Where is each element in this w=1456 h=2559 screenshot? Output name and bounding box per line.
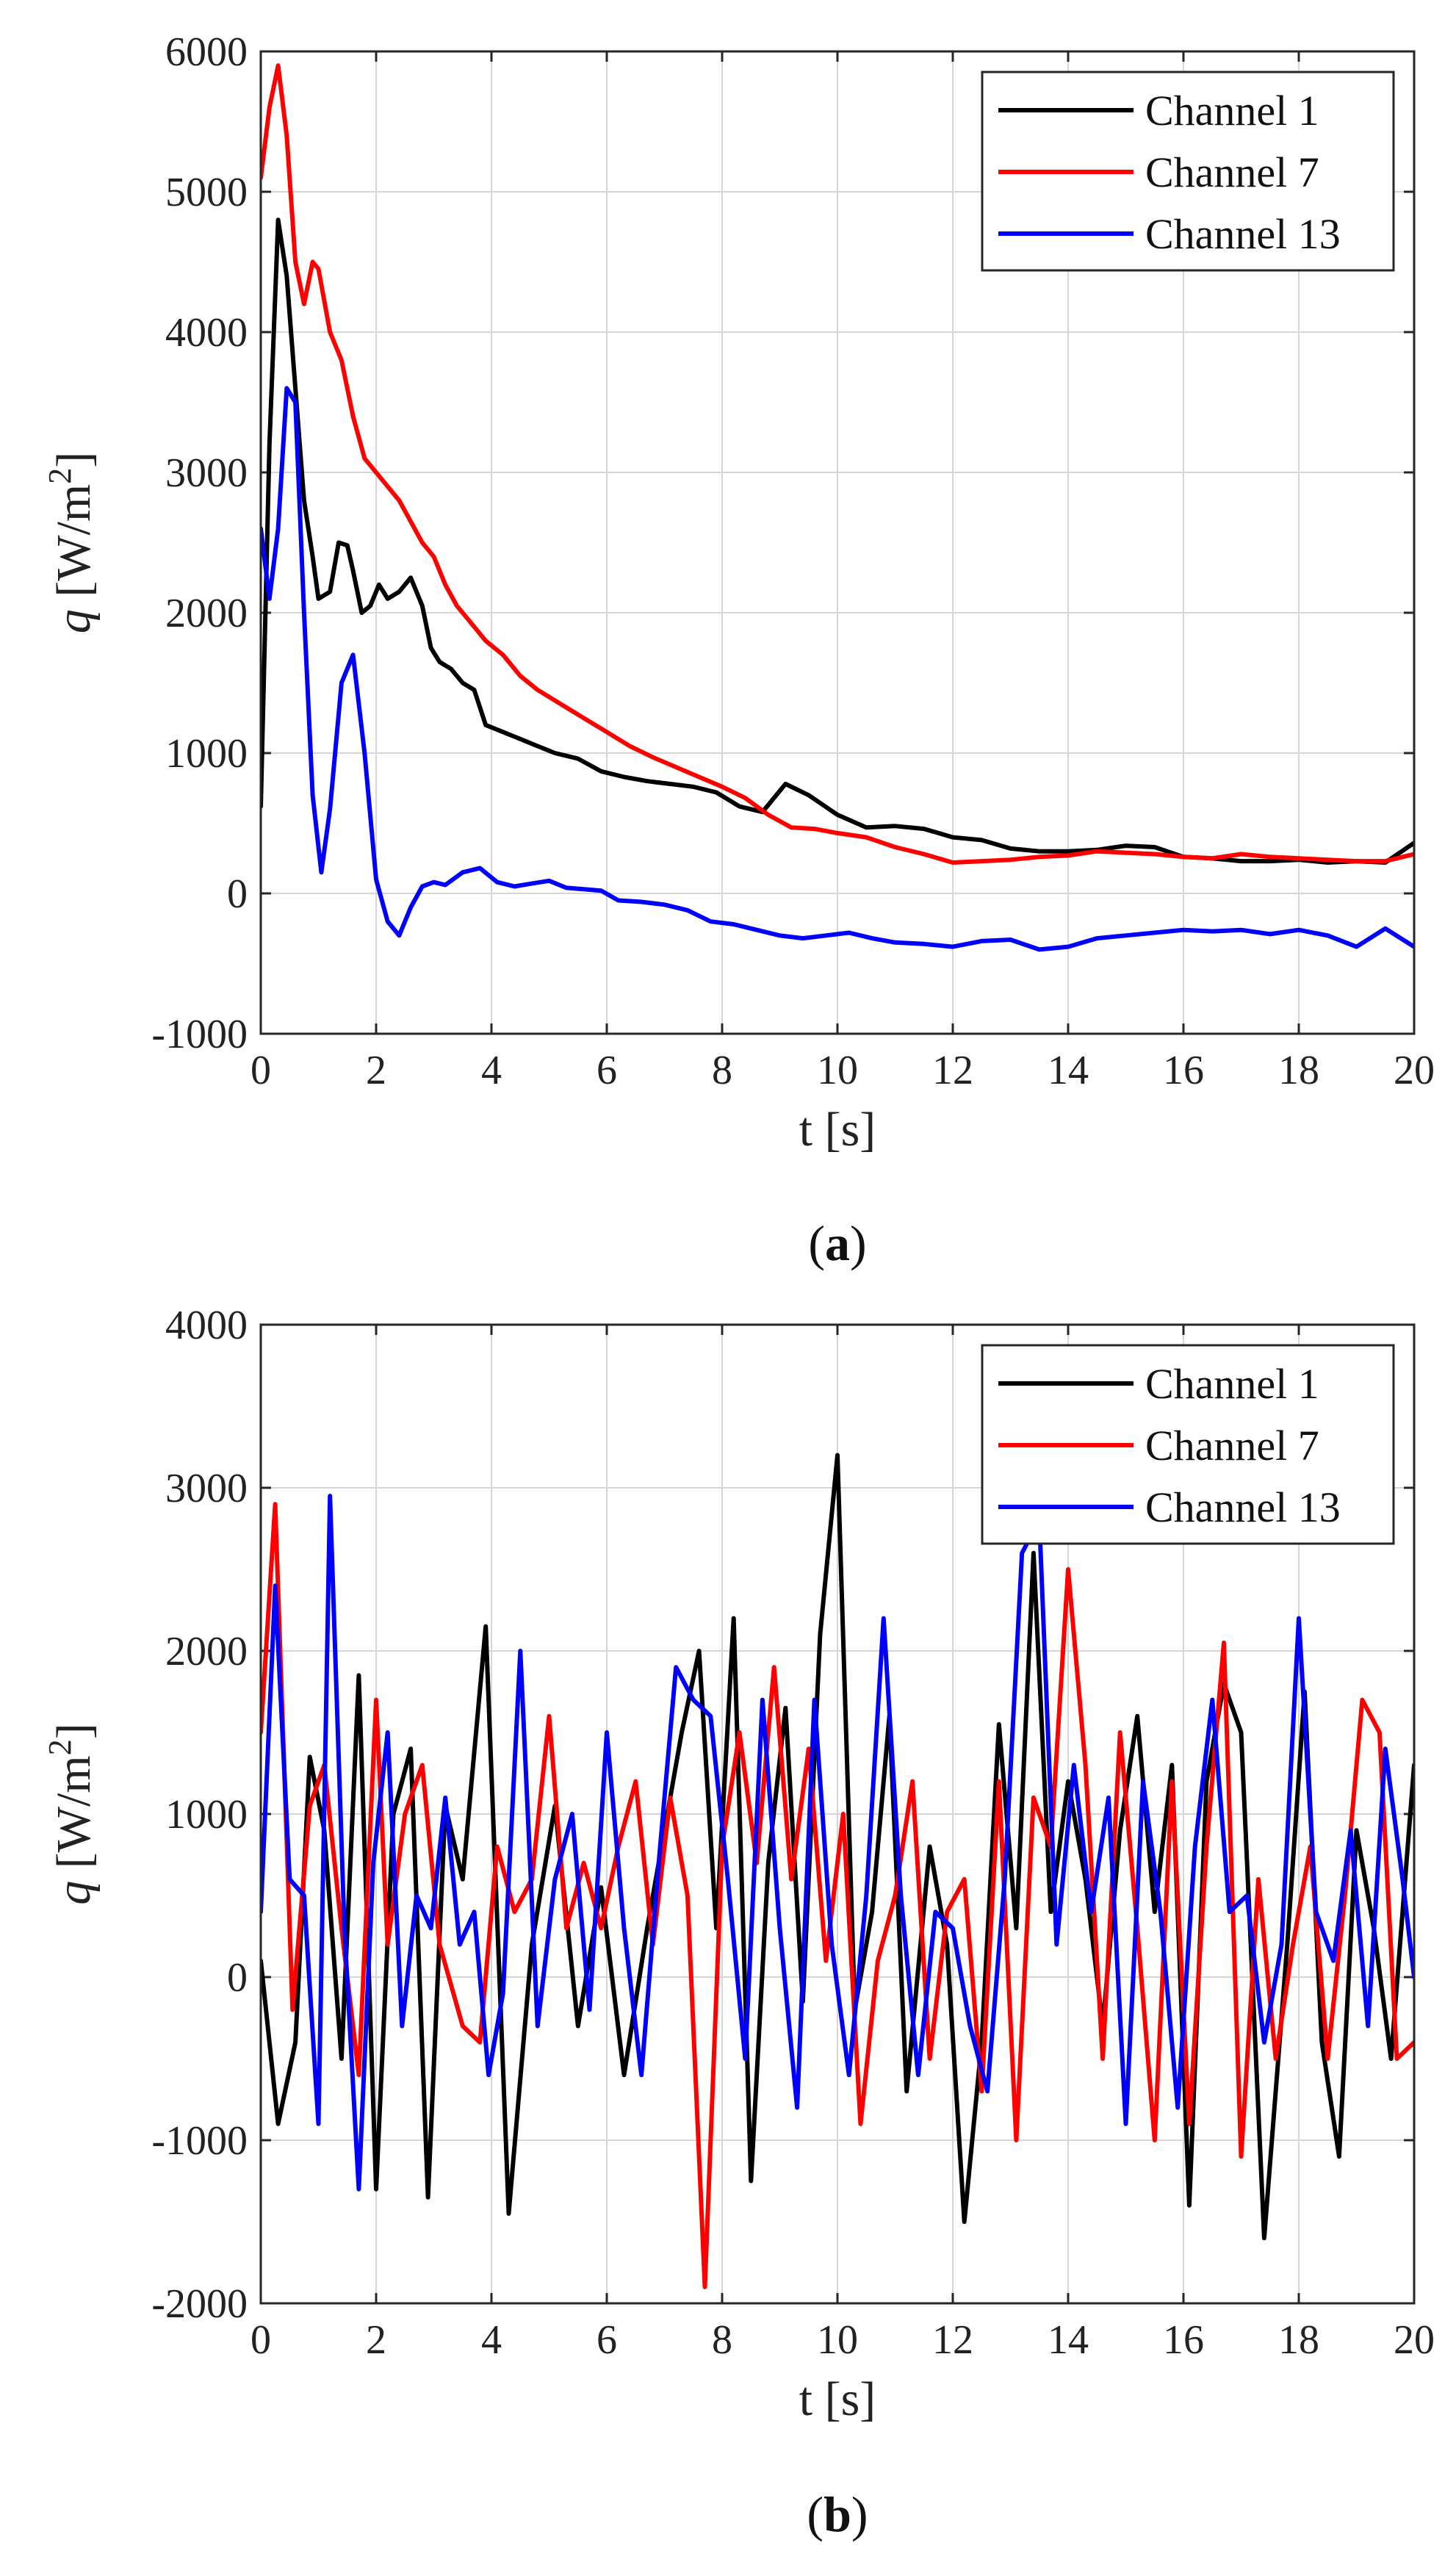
panel-b-x-axis-label: t [s]	[799, 2372, 876, 2426]
panel-a-y-tick-label: -1000	[151, 1012, 248, 1057]
panel-b: (b) 0 2 4 6 8 10 12 14 16 18 20 -2000 -1000 0 1000 2000…	[42, 1303, 1435, 2542]
panel-b-legend-label: Channel 1	[1145, 1360, 1319, 1408]
panel-a-y-axis-label-close: ]	[47, 452, 101, 468]
panel-a-x-tick-label: 20	[1394, 1048, 1435, 1093]
panel-b-y-tick-label: 2000	[165, 1629, 248, 1674]
panel-b-y-axis-label-var: q	[47, 1868, 101, 1905]
panel-a-x-tick-label: 14	[1048, 1048, 1089, 1093]
panel-a-y-tick-label: 4000	[165, 310, 248, 356]
panel-a-x-tick-label: 18	[1278, 1048, 1319, 1093]
panel-b-y-axis-label-unit: [W/m	[47, 1755, 101, 1868]
panel-b-y-tick-label: 0	[227, 1955, 248, 2001]
panel-a-y-tick-label: 1000	[165, 731, 248, 777]
panel-a-plot-frame	[259, 50, 1416, 1035]
panel-a-y-tick-label: 6000	[165, 29, 248, 75]
panel-a-x-tick-label: 0	[251, 1048, 271, 1093]
panel-a-x-tick-label: 10	[817, 1048, 858, 1093]
panel-a-x-tick-label: 4	[481, 1048, 502, 1093]
panel-a-x-tick-label: 8	[712, 1048, 732, 1093]
panel-b-x-tick-label: 16	[1163, 2317, 1204, 2363]
panel-b-caption-letter: b	[823, 2486, 851, 2542]
panel-b-x-tick-label: 6	[597, 2317, 617, 2363]
panel-b-y-tick-label: 3000	[165, 1466, 248, 1511]
panel-a-x-tick-label: 12	[932, 1048, 973, 1093]
panel-a-y-tick-label: 3000	[165, 450, 248, 496]
panel-a-series-channel-1	[261, 217, 1414, 865]
panel-a-y-axis-label-exp: 2	[42, 468, 78, 484]
panel-b-x-tick-label: 20	[1394, 2317, 1435, 2363]
panel-a-y-axis-label-unit: [W/m	[47, 484, 101, 597]
panel-b-series-channel-13	[261, 1494, 1414, 2192]
panel-b-y-tick-label: 1000	[165, 1792, 248, 1838]
panel-a-caption: (a)	[808, 1215, 866, 1271]
panel-b-legend-label: Channel 13	[1145, 1483, 1341, 1531]
panel-b-x-tick-label: 0	[251, 2317, 271, 2363]
panel-a-y-axis-label: q [W/m2]	[42, 452, 101, 633]
panel-b-x-tick-label: 10	[817, 2317, 858, 2363]
panel-a-x-axis-label: t [s]	[799, 1103, 876, 1156]
panel-b-x-tick-label: 2	[366, 2317, 386, 2363]
panel-a-y-axis-label-var: q	[47, 597, 101, 634]
panel-a-y-tick-label: 5000	[165, 170, 248, 215]
panel-b-caption-open: (	[807, 2486, 823, 2542]
panel-b-y-axis-label-close: ]	[47, 1723, 101, 1739]
panel-a: (a) 0 2 4 6 8 10 12 14 16 18 20-100001000200030004…	[42, 29, 1435, 1271]
panel-a-legend-label: Channel 13	[1145, 210, 1341, 258]
panel-a-x-tick-label: 6	[597, 1048, 617, 1093]
panel-a-series-channel-13	[261, 386, 1414, 952]
panel-b-x-tick-label: 12	[932, 2317, 973, 2363]
panel-b-y-axis-label: q [W/m2]	[42, 1723, 101, 1904]
panel-b-x-tick-label: 4	[481, 2317, 502, 2363]
panel-a-caption-close: )	[850, 1215, 867, 1271]
panel-b-x-tick-label: 14	[1048, 2317, 1089, 2363]
panel-b-series-channel-7	[261, 1502, 1414, 2289]
panel-b-x-tick-label: 18	[1278, 2317, 1319, 2363]
panel-b-y-tick-label: 4000	[165, 1303, 248, 1348]
panel-b-y-tick-label: -1000	[151, 2118, 248, 2164]
panel-a-series-channel-7	[261, 63, 1414, 865]
panel-a-legend-label: Channel 7	[1145, 148, 1319, 196]
panel-b-plot-frame	[259, 1323, 1416, 2305]
panel-a-caption-letter: a	[825, 1215, 850, 1271]
panel-b-caption-close: )	[851, 2486, 868, 2542]
panel-a-x-tick-label: 2	[366, 1048, 386, 1093]
panel-a-y-tick-label: 0	[227, 871, 248, 917]
panel-b-y-axis-label-exp: 2	[42, 1739, 78, 1755]
panel-a-caption-open: (	[808, 1215, 825, 1271]
panel-a-y-tick-label: 2000	[165, 591, 248, 636]
panel-a-x-tick-label: 16	[1163, 1048, 1204, 1093]
panel-a-legend-label: Channel 1	[1145, 87, 1319, 134]
panel-b-legend-label: Channel 7	[1145, 1422, 1319, 1469]
panel-b-x-tick-label: 8	[712, 2317, 732, 2363]
panel-b-y-tick-label: -2000	[151, 2281, 248, 2327]
panel-b-caption: (b)	[807, 2486, 868, 2542]
